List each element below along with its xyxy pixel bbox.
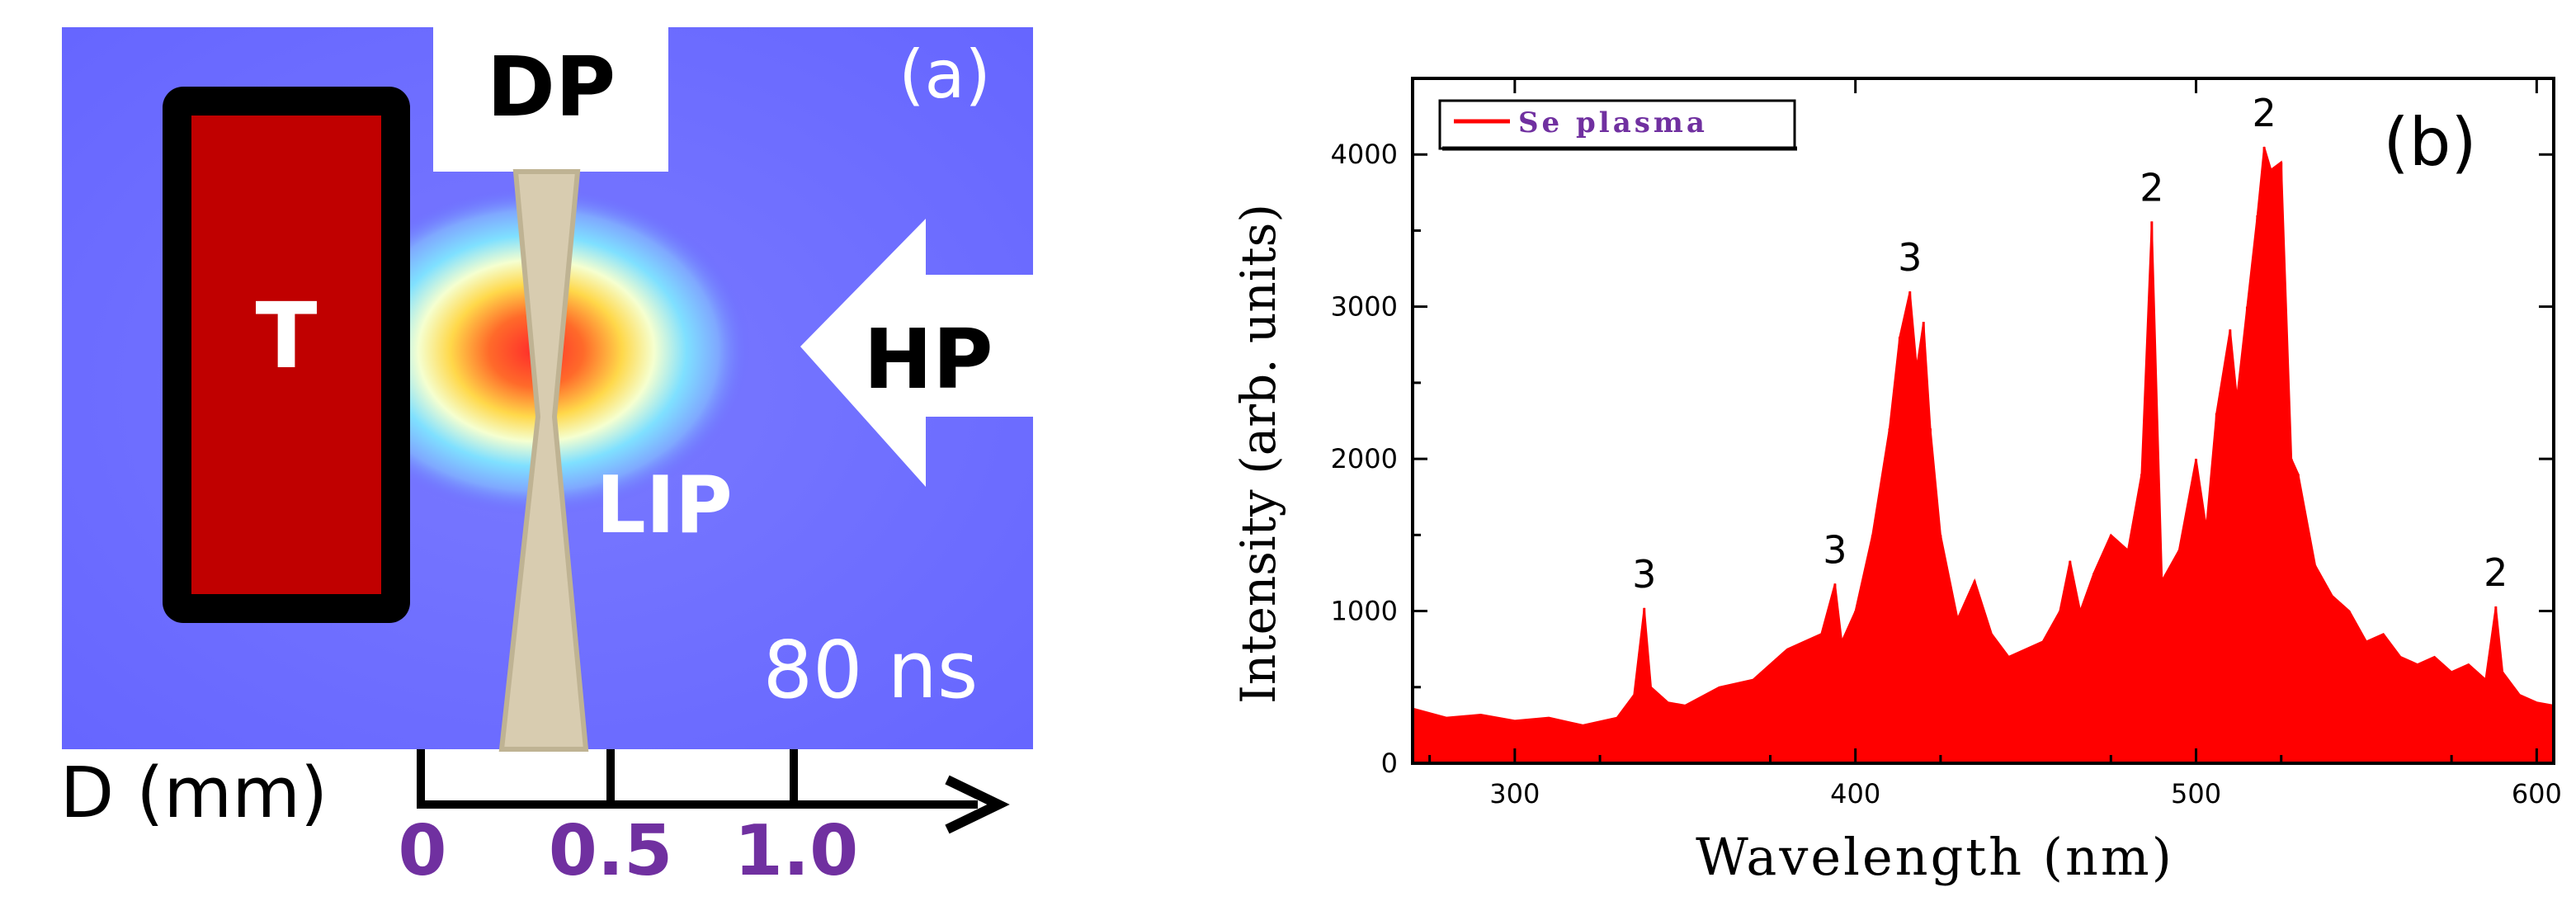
y-tick-label: 3000 — [1331, 291, 1398, 323]
y-tick-label: 2000 — [1331, 443, 1398, 474]
x-tick-label: 500 — [2171, 778, 2221, 809]
dp-label: DP — [487, 39, 616, 135]
panel-b-label: (b) — [2383, 104, 2476, 181]
x-tick-label: 300 — [1489, 778, 1540, 809]
panel-b-spectrum: 3 3 3 2 2 2 300 400 500 600 0 1000 2000 3000 4000 Se … — [1073, 0, 2576, 902]
axis-tick-label-1-0: 1.0 — [734, 810, 859, 892]
y-tick-label: 0 — [1381, 748, 1398, 779]
peak-annotation: 2 — [2140, 165, 2163, 210]
peak-annotation: 3 — [1823, 527, 1847, 572]
peak-annotation: 2 — [2252, 91, 2276, 135]
plot-frame — [1411, 77, 2555, 765]
annotation-layer: 3 3 3 2 2 2 — [1632, 91, 2508, 597]
x-tick-label: 400 — [1830, 778, 1880, 809]
y-tick-label: 4000 — [1331, 139, 1398, 170]
y-tick-label: 1000 — [1331, 596, 1398, 627]
target-body — [191, 116, 381, 594]
panel-a-svg: T DP HP (a) LIP 80 ns D (mm) 0 0.5 1.0 — [60, 27, 1033, 892]
panel-a-label: (a) — [899, 36, 990, 113]
axis-arrowhead — [945, 775, 1010, 834]
series-layer — [1411, 146, 2555, 764]
dp-box — [433, 27, 668, 172]
x-axis-title: Wavelength (nm) — [1696, 827, 2174, 887]
x-tick-label: 600 — [2512, 778, 2562, 809]
hp-arrow — [800, 219, 1033, 487]
axis-label: D (mm) — [60, 753, 328, 834]
spectrum-chart: 3 3 3 2 2 2 300 400 500 600 0 1000 2000 3000 4000 Se … — [1230, 77, 2562, 887]
hp-label: HP — [864, 311, 993, 408]
y-axis-title: Intensity (arb. units) — [1230, 204, 1286, 704]
target-label: T — [255, 283, 317, 389]
lip-label: LIP — [596, 460, 733, 551]
axis-tick-label-0-5: 0.5 — [549, 810, 673, 892]
laser-beam — [498, 169, 589, 752]
time-label: 80 ns — [763, 625, 979, 716]
axes-layer: 300 400 500 600 0 1000 2000 3000 4000 — [1331, 77, 2562, 809]
peak-annotation: 2 — [2484, 550, 2508, 595]
legend-label: Se plasma — [1518, 106, 1708, 139]
legend-box — [1438, 99, 1796, 150]
panel-a-schematic: T DP HP (a) LIP 80 ns D (mm) 0 0.5 1.0 — [0, 0, 1073, 902]
axis-tick-label-0: 0 — [398, 810, 446, 892]
peak-annotation: 3 — [1632, 552, 1656, 597]
peak-annotation: 3 — [1898, 235, 1922, 280]
